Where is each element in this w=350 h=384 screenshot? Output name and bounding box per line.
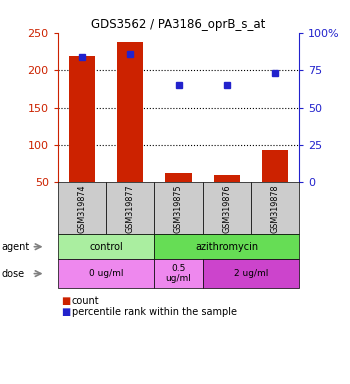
Text: GSM319878: GSM319878	[271, 184, 280, 233]
Text: 0 ug/ml: 0 ug/ml	[89, 269, 123, 278]
Text: agent: agent	[2, 242, 30, 252]
Text: 2 ug/ml: 2 ug/ml	[234, 269, 268, 278]
Text: count: count	[72, 296, 99, 306]
Text: GSM319875: GSM319875	[174, 184, 183, 233]
Text: ■: ■	[61, 307, 70, 317]
Text: percentile rank within the sample: percentile rank within the sample	[72, 307, 237, 317]
Bar	[165, 173, 192, 182]
Text: control: control	[89, 242, 123, 252]
Text: GSM319876: GSM319876	[222, 184, 231, 233]
Bar	[117, 42, 144, 182]
Text: ■: ■	[61, 296, 70, 306]
Text: 0.5
ug/ml: 0.5 ug/ml	[166, 264, 191, 283]
Text: GSM319877: GSM319877	[126, 184, 135, 233]
Text: azithromycin: azithromycin	[195, 242, 258, 252]
Text: dose: dose	[2, 268, 25, 279]
Text: GSM319874: GSM319874	[77, 184, 86, 233]
Bar	[69, 56, 95, 182]
Title: GDS3562 / PA3186_oprB_s_at: GDS3562 / PA3186_oprB_s_at	[91, 18, 266, 31]
Bar	[214, 175, 240, 182]
Bar	[262, 150, 288, 182]
